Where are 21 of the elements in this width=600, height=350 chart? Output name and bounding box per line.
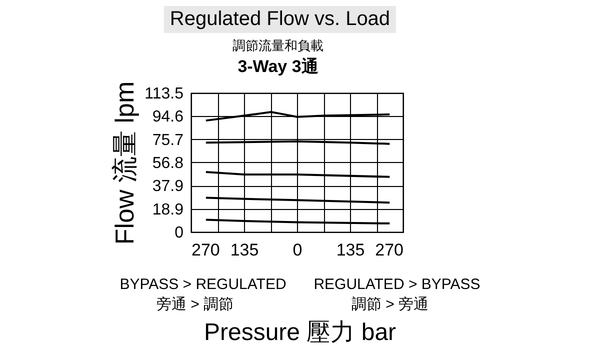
y-tick-label: 0: [174, 224, 184, 242]
text: 調節 > 旁通: [351, 295, 429, 314]
y-tick-label: 56.8: [152, 154, 184, 172]
x-tick-label: 135: [230, 240, 259, 260]
x-tick-label: 135: [336, 240, 365, 260]
text: 旁通 > 調節: [156, 295, 234, 314]
chart-subtitle: 調節流量和負載: [232, 37, 324, 55]
y-tick-label: 37.9: [152, 178, 184, 196]
x-axis-title: Pressure 壓力 bar: [204, 318, 396, 348]
text: 3-Way 3通: [238, 56, 318, 78]
y-tick-label: 75.7: [152, 132, 184, 149]
x-tick-label: 270: [375, 240, 404, 260]
chart-title: Regulated Flow vs. Load: [164, 6, 396, 33]
y-axis-title: Flow 流量 lpm: [110, 81, 140, 245]
y-tick-label: 18.9: [152, 201, 184, 218]
x-tick-label: 0: [292, 240, 302, 260]
y-tick-label: 94.6: [152, 108, 184, 126]
text: REGULATED > BYPASS: [314, 276, 480, 293]
text: BYPASS > REGULATED: [120, 276, 286, 293]
x-tick-label: 270: [192, 240, 220, 260]
y-tick-label: 113.5: [144, 86, 184, 102]
